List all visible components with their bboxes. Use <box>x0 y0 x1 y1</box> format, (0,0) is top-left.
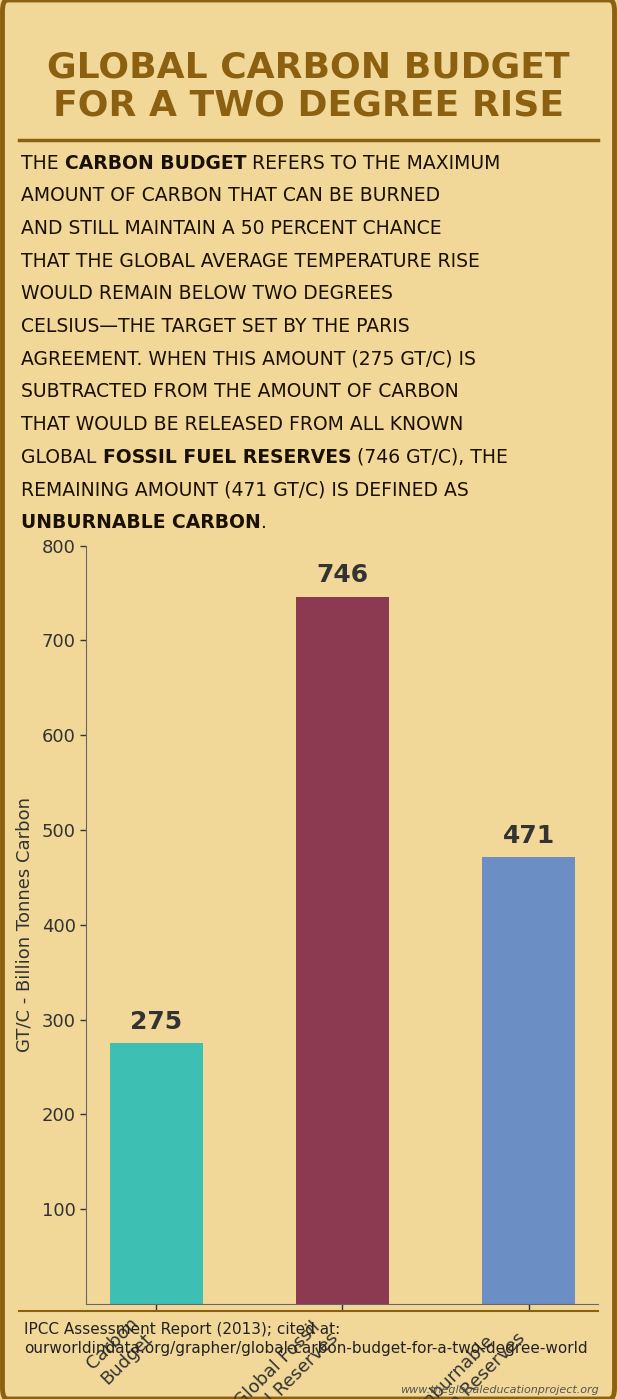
Text: CELSIUS—THE TARGET SET BY THE PARIS: CELSIUS—THE TARGET SET BY THE PARIS <box>21 318 410 336</box>
Text: GLOBAL: GLOBAL <box>21 448 102 466</box>
Text: 746: 746 <box>317 564 368 588</box>
Text: WOULD REMAIN BELOW TWO DEGREES: WOULD REMAIN BELOW TWO DEGREES <box>21 284 393 304</box>
Y-axis label: GT/C - Billion Tonnes Carbon: GT/C - Billion Tonnes Carbon <box>15 797 34 1052</box>
Text: AMOUNT OF CARBON THAT CAN BE BURNED: AMOUNT OF CARBON THAT CAN BE BURNED <box>21 186 441 206</box>
Text: AND STILL MAINTAIN A 50 PERCENT CHANCE: AND STILL MAINTAIN A 50 PERCENT CHANCE <box>21 220 442 238</box>
Bar <box>482 858 575 1304</box>
Text: UNBURNABLE CARBON: UNBURNABLE CARBON <box>21 513 261 532</box>
Text: www.theglobaleducationproject.org: www.theglobaleducationproject.org <box>400 1385 598 1395</box>
Text: AGREEMENT. WHEN THIS AMOUNT (275 GT/C) IS: AGREEMENT. WHEN THIS AMOUNT (275 GT/C) I… <box>21 350 476 368</box>
Text: 275: 275 <box>130 1010 182 1034</box>
Text: GLOBAL CARBON BUDGET
FOR A TWO DEGREE RISE: GLOBAL CARBON BUDGET FOR A TWO DEGREE RI… <box>47 50 570 123</box>
Text: THAT WOULD BE RELEASED FROM ALL KNOWN: THAT WOULD BE RELEASED FROM ALL KNOWN <box>21 416 463 434</box>
Text: .: . <box>261 513 267 532</box>
Text: REFERS TO THE MAXIMUM: REFERS TO THE MAXIMUM <box>246 154 501 172</box>
Text: SUBTRACTED FROM THE AMOUNT OF CARBON: SUBTRACTED FROM THE AMOUNT OF CARBON <box>21 382 459 402</box>
Bar <box>296 597 389 1304</box>
Text: CARBON BUDGET: CARBON BUDGET <box>65 154 246 172</box>
Text: (746 GT/C), THE: (746 GT/C), THE <box>351 448 508 466</box>
Text: FOSSIL FUEL RESERVES: FOSSIL FUEL RESERVES <box>102 448 351 466</box>
Text: THE: THE <box>21 154 65 172</box>
Text: REMAINING AMOUNT (471 GT/C) IS DEFINED AS: REMAINING AMOUNT (471 GT/C) IS DEFINED A… <box>21 480 469 499</box>
Text: 471: 471 <box>502 824 555 848</box>
Bar <box>110 1044 203 1304</box>
Text: IPCC Assessment Report (2013); cited at:
ourworldindata.org/grapher/global-carbo: IPCC Assessment Report (2013); cited at:… <box>24 1322 588 1356</box>
Text: THAT THE GLOBAL AVERAGE TEMPERATURE RISE: THAT THE GLOBAL AVERAGE TEMPERATURE RISE <box>21 252 480 270</box>
